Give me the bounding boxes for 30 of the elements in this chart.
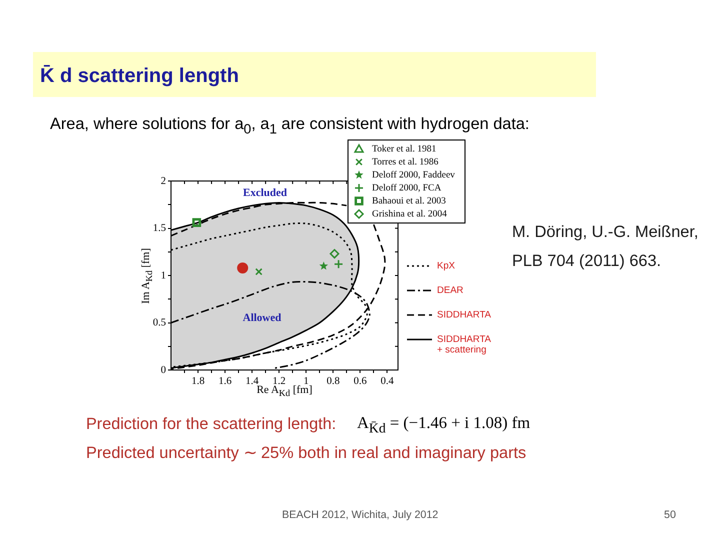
legend-label: Grishina et al. 2004	[372, 210, 448, 220]
y-tick-label: 2	[160, 176, 166, 187]
text: Predicted uncertainty ∼ 25% both in real and imaginary parts	[86, 443, 526, 463]
chart-title: K̄ d scattering length	[40, 65, 239, 88]
legend-label: Bahaoui et al. 2003	[372, 196, 446, 206]
annotation: Allowed	[242, 312, 282, 324]
chart-subtitle: Area, where solutions for a$_{0}$, a$_{1}$ are consistent with hydrogen data:	[50, 115, 530, 136]
text: 50	[664, 509, 676, 521]
x-tick-label: 1.6	[218, 376, 232, 388]
y-tick-label: 0.5	[152, 318, 166, 328]
legend-label: Toker et al. 1981	[372, 144, 436, 154]
legend-label: Deloff 2000, Faddeev	[372, 170, 456, 180]
legend-label: KpX	[437, 260, 456, 272]
y-tick-label: 1	[160, 270, 166, 282]
text: BEACH 2012, Wichita, July 2012	[282, 509, 438, 521]
x-tick-label: 1.8	[191, 376, 205, 388]
legend-label: DEAR	[437, 285, 464, 296]
text: A$_{K̄d}$ = (−1.46 + i 1.08) fm	[357, 413, 530, 436]
legend-label: SIDDHARTA	[437, 310, 492, 321]
legend-label: SIDDHARTA + scattering	[437, 334, 492, 356]
annotation: Excluded	[242, 187, 288, 199]
y-tick-label: 1.5	[152, 223, 166, 234]
legend-label: Torres et al. 1986	[372, 158, 439, 168]
x-tick-label: 0.4	[380, 376, 395, 388]
x-tick-label: 0.8	[326, 376, 340, 388]
y-tick-label: 0	[160, 364, 166, 376]
text: M. Döring, U.-G. Meißner, PLB 704 (2011) 663.	[512, 222, 700, 272]
x-tick-label: 0.6	[354, 376, 367, 388]
legend-label: Deloff 2000, FCA	[372, 184, 442, 194]
text: Prediction for the scattering length:	[86, 415, 336, 434]
